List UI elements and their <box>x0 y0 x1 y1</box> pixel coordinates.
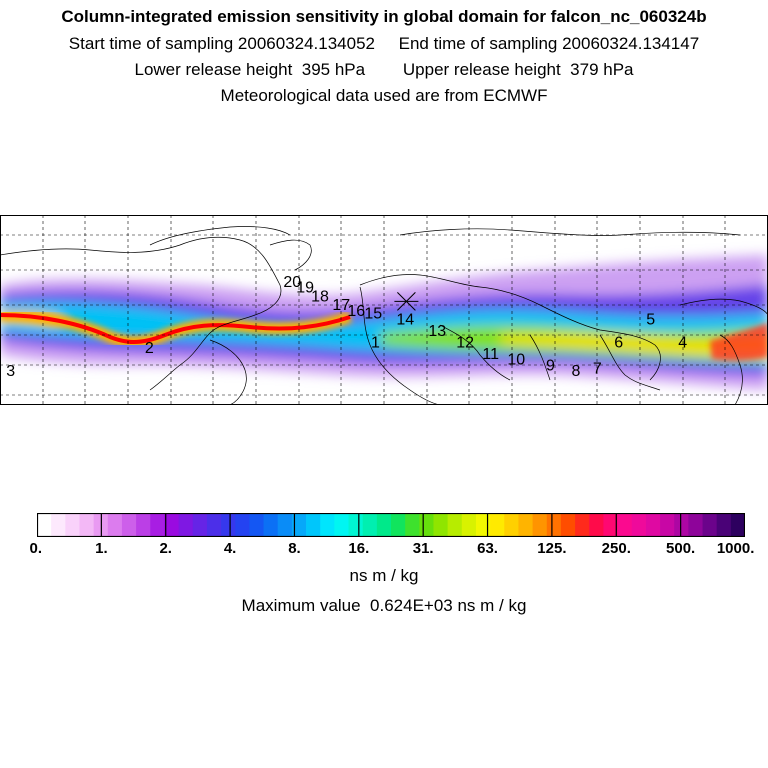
colorbar-tick-label: 2. <box>159 540 172 557</box>
plume-label-4: 4 <box>678 334 687 351</box>
colorbar-swatch-0 <box>37 513 52 537</box>
plume-label-10: 10 <box>507 352 525 369</box>
colorbar-swatch-9 <box>164 513 179 537</box>
colorbar-swatch-49 <box>730 513 745 537</box>
colorbar-swatch-12 <box>206 513 222 537</box>
release-site-marker <box>394 292 419 311</box>
colorbar-tick-label: 16. <box>348 540 370 557</box>
maximum-value: Maximum value 0.624E+03 ns m / kg <box>241 596 527 615</box>
colorbar-swatch-15 <box>249 513 264 537</box>
plume-label-13: 13 <box>428 323 446 340</box>
colorbar-swatch-13 <box>221 513 236 537</box>
colorbar-swatch-33 <box>504 513 519 537</box>
colorbar-tick-label: 1. <box>95 540 108 557</box>
colorbar-swatch-42 <box>631 513 647 537</box>
colorbar-swatch-25 <box>391 513 406 537</box>
plume-label-8: 8 <box>572 363 581 380</box>
colorbar-tick-label: 8. <box>288 540 301 557</box>
colorbar-tick-label: 250. <box>601 540 631 557</box>
plume-label-11: 11 <box>482 346 499 363</box>
colorbar-swatch-22 <box>348 513 364 537</box>
colorbar-swatch-32 <box>490 513 505 537</box>
colorbar-swatch-11 <box>192 513 208 537</box>
colorbar-swatch-20 <box>320 513 335 537</box>
colorbar-swatch-1 <box>51 513 66 537</box>
plume-label-18: 18 <box>311 288 329 305</box>
coastlines <box>0 226 768 405</box>
colorbar-swatch-23 <box>362 513 378 537</box>
colorbar-tick-label: 1000. <box>716 540 755 557</box>
colorbar <box>37 513 745 537</box>
colorbar-swatch-28 <box>433 513 449 537</box>
colorbar-swatch-45 <box>674 513 689 537</box>
plume-label-19: 19 <box>296 280 314 297</box>
plume-label-7: 7 <box>593 360 602 377</box>
colorbar-swatch-18 <box>291 513 307 537</box>
sensitivity-field <box>0 255 768 390</box>
met-data-line: Meteorological data used are from ECMWF <box>220 86 548 105</box>
plume-label-9: 9 <box>546 358 555 375</box>
colorbar-swatch-41 <box>617 513 633 537</box>
colorbar-tick-label: 4. <box>223 540 237 557</box>
colorbar-swatch-48 <box>716 513 732 537</box>
colorbar-swatch-3 <box>79 513 95 537</box>
plume-label-15: 15 <box>364 306 382 323</box>
colorbar-swatch-31 <box>475 513 491 537</box>
colorbar-swatch-17 <box>277 513 293 537</box>
colorbar-swatch-39 <box>589 513 604 537</box>
colorbar-swatch-19 <box>306 513 321 537</box>
colorbar-swatch-8 <box>150 513 165 537</box>
colorbar-swatch-21 <box>334 513 349 537</box>
plume-label-16: 16 <box>347 303 365 320</box>
colorbar-tick-label: 500. <box>666 540 696 557</box>
colorbar-frame <box>37 513 745 537</box>
lat-lon-grid <box>0 215 768 405</box>
plume-label-2: 2 <box>145 340 154 357</box>
colorbar-swatch-6 <box>121 513 137 537</box>
colorbar-swatch-40 <box>603 513 618 537</box>
colorbar-tick-label: 31. <box>412 540 434 557</box>
plume-label-20: 20 <box>283 274 301 291</box>
colorbar-unit: ns m / kg <box>349 566 419 585</box>
colorbar-swatch-46 <box>688 513 703 537</box>
colorbar-swatch-43 <box>645 513 661 537</box>
colorbar-swatch-38 <box>575 513 590 537</box>
colorbar-tick-label: 63. <box>477 540 498 557</box>
plume-label-12: 12 <box>456 334 474 351</box>
colorbar-swatch-47 <box>702 513 718 537</box>
colorbar-swatch-2 <box>65 513 80 537</box>
colorbar-swatch-24 <box>376 513 392 537</box>
plume-label-5: 5 <box>646 311 655 328</box>
colorbar-swatch-14 <box>235 513 250 537</box>
plume-label-3: 3 <box>6 363 15 380</box>
colorbar-swatch-10 <box>178 513 194 537</box>
colorbar-swatch-27 <box>419 513 434 537</box>
plume-label-6: 6 <box>614 334 623 351</box>
map-title: Column-integrated emission sensitivity i… <box>61 7 707 26</box>
plume-label-17: 17 <box>332 297 350 314</box>
colorbar-swatch-37 <box>560 513 576 537</box>
colorbar-swatch-36 <box>546 513 562 537</box>
colorbar-tick-label: 0. <box>29 540 43 557</box>
colorbar-swatch-35 <box>532 513 548 537</box>
colorbar-swatch-34 <box>518 513 533 537</box>
colorbar-swatch-7 <box>136 513 151 537</box>
plume-core <box>0 309 768 361</box>
sampling-time-line: Start time of sampling 20060324.134052 E… <box>68 34 700 53</box>
plume-label-14: 14 <box>396 311 414 328</box>
colorbar-swatch-30 <box>461 513 477 537</box>
colorbar-swatch-29 <box>447 513 463 537</box>
colorbar-swatch-26 <box>405 513 420 537</box>
release-height-line: Lower release height 395 hPa Upper relea… <box>134 60 634 79</box>
colorbar-tick-label: 125. <box>537 540 567 557</box>
plume-label-1: 1 <box>371 334 380 351</box>
colorbar-swatch-16 <box>263 513 279 537</box>
colorbar-swatch-44 <box>660 513 675 537</box>
colorbar-swatch-5 <box>107 513 123 537</box>
